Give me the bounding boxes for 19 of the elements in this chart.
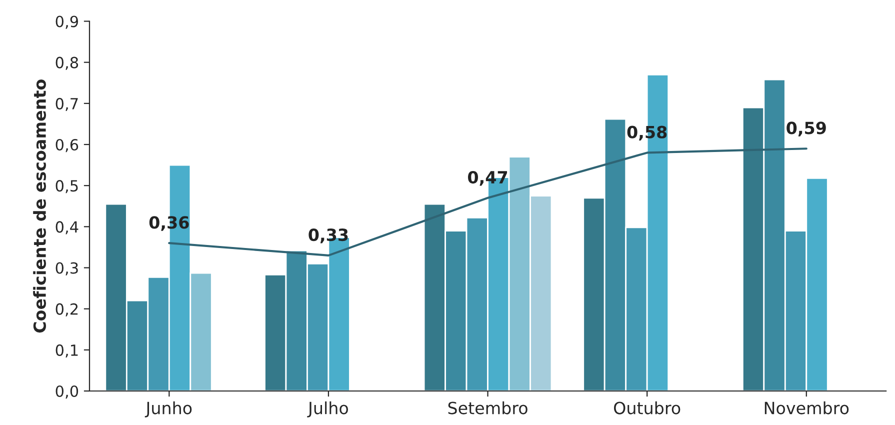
y-tick-label: 0,3 bbox=[56, 262, 78, 276]
x-tick-label: Setembro bbox=[448, 401, 528, 414]
data-label: 0,59 bbox=[786, 122, 826, 136]
data-label: 0,33 bbox=[308, 228, 348, 244]
x-tick-label: Outubro bbox=[614, 401, 680, 414]
y-axis-title: Coeficiente de escoamento bbox=[33, 80, 46, 333]
y-tick-label: 0,8 bbox=[56, 56, 78, 70]
y-tick-label: 0,9 bbox=[56, 16, 78, 29]
x-tick-label: Julho bbox=[307, 401, 348, 418]
y-tick-label: 0,7 bbox=[56, 98, 78, 111]
y-tick-label: 0,1 bbox=[56, 344, 78, 358]
x-tick-label: Novembro bbox=[764, 401, 849, 414]
y-tick-label: 0,6 bbox=[56, 138, 78, 152]
y-tick-label: 0,5 bbox=[56, 180, 78, 194]
data-label: 0,47 bbox=[468, 170, 508, 186]
y-tick-label: 0,4 bbox=[56, 221, 78, 234]
y-tick-label: 0,0 bbox=[56, 385, 78, 399]
x-tick-label: Junho bbox=[144, 401, 192, 418]
y-tick-label: 0,2 bbox=[56, 303, 78, 316]
